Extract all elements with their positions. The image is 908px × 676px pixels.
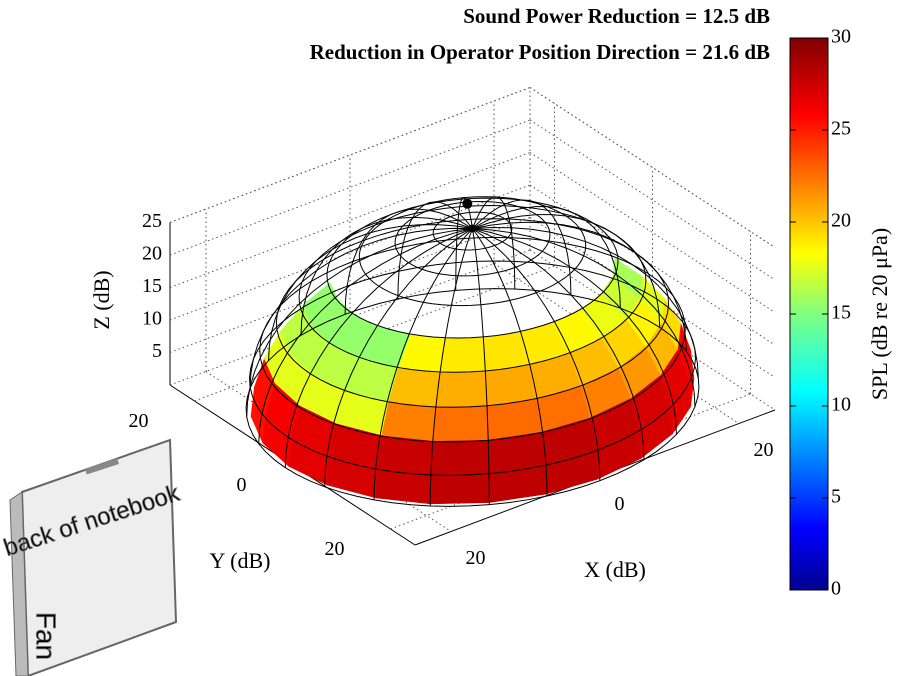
- mesh-line: [472, 228, 645, 460]
- y-tick-label: 0: [237, 474, 247, 496]
- mesh-line: [249, 227, 473, 389]
- grid-line: [529, 87, 776, 248]
- x-tick-label: 20: [754, 439, 774, 461]
- z-tick-label: 10: [142, 308, 162, 330]
- mesh-line: [344, 208, 473, 315]
- mesh-line: [472, 228, 677, 435]
- grid-line: [529, 184, 776, 346]
- colorbar-tick-label: 30: [831, 26, 851, 48]
- y-tick-label: 20: [129, 410, 149, 432]
- z-tick-label: 20: [142, 243, 162, 265]
- grid-line: [529, 119, 776, 281]
- colorbar-tick-label: 15: [831, 302, 851, 324]
- colorbar-tick-label: 10: [831, 394, 851, 416]
- mesh-line: [472, 228, 601, 481]
- mesh-line: [326, 197, 619, 339]
- mesh-line: [259, 236, 686, 443]
- plot-area: 5 10 15 20 25 20 0 20 20 0 20: [129, 87, 776, 569]
- z-tick-label: 15: [142, 275, 162, 297]
- grid-line: [169, 217, 531, 353]
- pole-marker: [468, 224, 477, 233]
- colorbar-tick-label: 5: [831, 486, 841, 508]
- mesh-line: [258, 228, 473, 444]
- surface-patch: [381, 401, 437, 442]
- surface-patch: [612, 257, 643, 299]
- mesh-line: [373, 228, 473, 500]
- colorbar-tick-label: 25: [831, 118, 851, 140]
- mesh-line: [268, 224, 473, 361]
- mesh-line: [284, 228, 473, 468]
- x-tick-label: 0: [615, 493, 625, 515]
- box-edge: [529, 249, 776, 411]
- mesh-line: [394, 200, 551, 277]
- mesh-line: [324, 228, 473, 487]
- notebook-inset: back of notebook Fan: [0, 438, 184, 676]
- surface-patch: [431, 439, 489, 474]
- mesh-line: [432, 211, 513, 251]
- mesh-line: [245, 288, 700, 507]
- mesh-line: [246, 228, 473, 417]
- mesh-line: [249, 260, 696, 476]
- surface-patch: [436, 371, 488, 408]
- title-line: Sound Power Reduction = 12.5 dB: [463, 4, 770, 28]
- mesh-line: [300, 216, 473, 336]
- surface-patch: [433, 405, 489, 442]
- mesh-line: [472, 228, 548, 497]
- title-line: Reduction in Operator Position Direction…: [310, 40, 770, 64]
- mesh-line: [358, 196, 587, 307]
- grid-line: [529, 152, 776, 313]
- colorbar-tick-label: 20: [831, 210, 851, 232]
- z-tick-label: 5: [152, 340, 162, 362]
- mesh-line: [472, 199, 572, 296]
- z-tick-label: 25: [142, 210, 162, 232]
- surface-patch: [440, 337, 486, 373]
- z-axis-label: Z (dB): [89, 270, 114, 329]
- grid-line: [529, 217, 776, 378]
- mesh-line: [472, 228, 490, 505]
- y-tick-label: 20: [325, 538, 345, 560]
- x-axis-label: X (dB): [584, 557, 646, 582]
- colorbar-label: SPL (dB re 20 μPa): [867, 228, 892, 400]
- y-axis-label: Y (dB): [210, 548, 271, 573]
- mesh-line: [298, 204, 647, 373]
- fan-label: Fan: [31, 612, 62, 660]
- surface-patch: [430, 471, 490, 505]
- surface-patch: [388, 367, 442, 408]
- grid-line: [169, 87, 531, 223]
- mesh-line: [397, 201, 473, 299]
- colorbar-tick-label: 0: [831, 578, 841, 600]
- vent: [84, 458, 119, 475]
- x-tick-label: 20: [466, 547, 486, 569]
- notebook-edge: [9, 491, 29, 676]
- grid-line: [169, 152, 531, 288]
- colorbar-ticks: 0 5 10 15 20 25 30: [790, 26, 851, 600]
- box-edge: [169, 249, 531, 386]
- grid-line: [169, 119, 531, 256]
- mesh-line: [472, 196, 516, 290]
- operator-marker: [462, 198, 473, 209]
